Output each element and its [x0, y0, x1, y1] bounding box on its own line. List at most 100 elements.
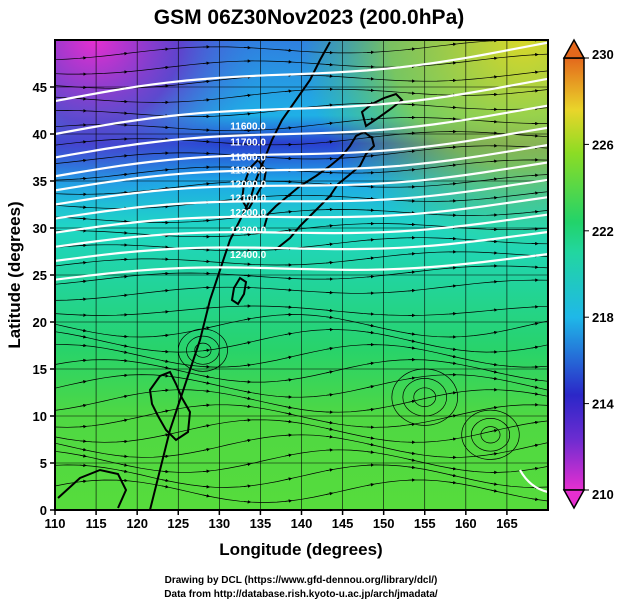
streamline-arrow [449, 414, 457, 418]
streamline [55, 145, 548, 164]
streamline-arrow [285, 477, 293, 481]
y-tick-label: 10 [33, 409, 47, 424]
streamline-arrow [161, 310, 169, 314]
streamline-arrow [449, 480, 457, 485]
colorbar-tick-label: 218 [592, 310, 614, 325]
streamline-arrow [367, 361, 375, 366]
streamline-arrow [79, 380, 87, 384]
streamline-arrow [285, 412, 293, 416]
chart-title: GSM 06Z30Nov2023 (200.0hPa) [154, 6, 465, 29]
height-contour-line [55, 178, 548, 220]
colorbar-tick-label: 230 [592, 47, 614, 62]
contour-label: 12300.0 [230, 226, 267, 237]
streamline-arrow [531, 322, 539, 326]
streamline-arrow [79, 447, 87, 452]
streamline-arrow [202, 98, 211, 102]
streamline-arrow [243, 317, 252, 321]
streamline-arrow [79, 158, 87, 163]
streamline-arrow [326, 140, 334, 144]
coastline-philippines [148, 370, 192, 442]
streamline-arrow [202, 348, 211, 353]
streamline-arrow [367, 77, 375, 81]
streamline-arrow [161, 186, 169, 191]
streamline-arrow [285, 378, 293, 382]
streamline-arrow [326, 224, 334, 228]
streamline-arrow [490, 196, 498, 200]
streamline-arrow [326, 242, 334, 246]
streamline-arrow [285, 419, 293, 424]
streamline-arrow [490, 429, 498, 433]
streamline-arrow [326, 103, 334, 107]
streamline-arrow [449, 163, 457, 167]
eddy-streamline [177, 328, 228, 372]
y-tick-label: 35 [33, 174, 47, 189]
streamline-arrow [243, 363, 252, 367]
contour-label: 11600.0 [230, 121, 266, 132]
streamline [55, 279, 548, 301]
streamline-arrow [408, 149, 416, 153]
colorbar-ticks: 210 214 218 222 226 230 [584, 47, 614, 502]
streamline-arrow [326, 427, 334, 431]
streamline-arrow [367, 436, 375, 440]
height-contour-line [55, 213, 548, 248]
eddy-streamline [480, 426, 501, 444]
streamline-arrow [120, 418, 128, 423]
x-axis-ticks: 110 115 120 125 130 135 140 145 150 155 160 165 [45, 510, 518, 531]
streamline-arrow [285, 453, 293, 457]
streamline [55, 237, 548, 252]
y-axis-label: Latitude (degrees) [5, 201, 24, 348]
contour-label: 12100.0 [230, 194, 267, 205]
streamline-arrow [202, 79, 211, 84]
coastline-taiwan [230, 276, 248, 306]
streamline-arrow [490, 376, 498, 381]
streamline-arrow [79, 297, 87, 301]
streamline-arrow [490, 239, 498, 244]
streamline-arrow [408, 288, 416, 293]
streamline [55, 53, 548, 75]
streamline-arrow [408, 131, 416, 135]
x-tick-label: 130 [208, 516, 230, 531]
streamline-arrow [202, 182, 211, 186]
streamline-arrow [408, 465, 416, 470]
streamline-arrow [161, 433, 169, 437]
streamline-arrow [79, 335, 87, 339]
streamline-arrow [285, 332, 293, 336]
streamline-arrow [531, 392, 539, 396]
y-tick-label: 0 [40, 503, 47, 518]
streamline-arrow [408, 252, 416, 256]
streamline-arrow [367, 256, 375, 260]
streamline [55, 479, 548, 503]
streamline-arrow [531, 70, 539, 74]
streamline-arrow [449, 61, 457, 65]
streamline-arrow [120, 344, 128, 348]
streamline-arrow [449, 354, 457, 359]
streamline-arrow [120, 334, 128, 339]
colorbar-tick-label: 222 [592, 224, 614, 239]
streamline-arrow [120, 70, 128, 74]
streamline-arrow [161, 484, 169, 489]
streamline-arrow [285, 48, 293, 53]
streamline-arrow [285, 89, 293, 93]
streamline-arrow [243, 93, 252, 98]
streamline-arrow [120, 373, 128, 378]
streamline-arrow [202, 139, 211, 144]
coastline-borneo [57, 468, 128, 509]
height-contour-line [55, 196, 548, 234]
streamline-arrow [79, 176, 87, 181]
streamline-arrow [161, 388, 169, 393]
streamline-arrow [285, 210, 293, 214]
streamline-arrow [531, 378, 539, 382]
streamline [55, 389, 548, 413]
streamline-arrow [449, 266, 457, 270]
streamline-arrow [202, 484, 211, 489]
streamline-arrow [367, 274, 375, 279]
streamline-arrow [490, 362, 498, 367]
contour-labels: 11600.0 11700.0 11800.0 11900.0 12000.0 12100… [230, 121, 267, 261]
streamline-arrow [326, 315, 334, 320]
streamline-arrow [202, 326, 211, 330]
streamline-arrow [531, 210, 539, 214]
streamline-arrow [79, 424, 87, 429]
streamline-arrow [326, 260, 334, 265]
streamline-arrow [120, 172, 128, 177]
